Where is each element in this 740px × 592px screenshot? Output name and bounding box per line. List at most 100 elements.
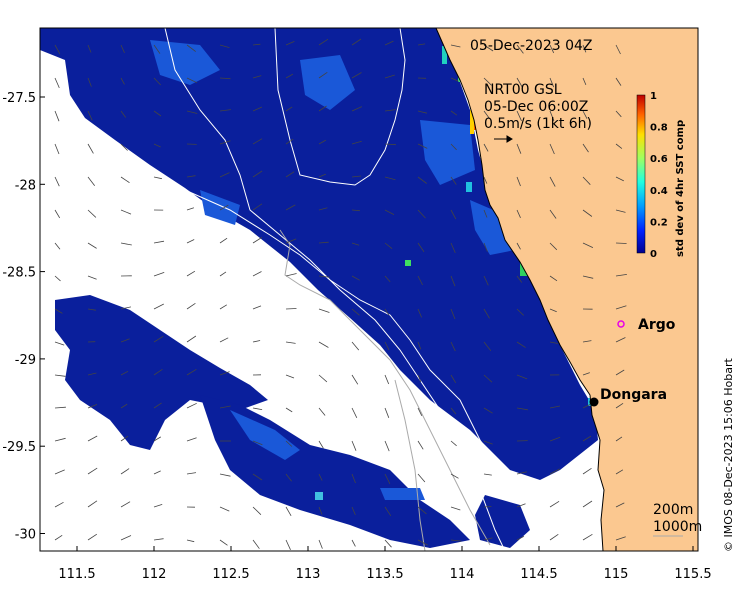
current-vector-arrow (384, 74, 395, 79)
current-vector-arrow (582, 110, 588, 119)
current-vector-arrow (417, 275, 423, 286)
current-vector-arrow (615, 337, 626, 343)
timestamp-label: 05-Dec-2023 04Z (470, 38, 593, 54)
current-vector-arrow (120, 403, 128, 409)
colorbar-tick-label: 1 (650, 91, 657, 102)
current-vector-arrow (318, 139, 327, 145)
current-vector-arrow (219, 337, 229, 343)
current-vector-arrow (54, 143, 60, 155)
current-vector-arrow (186, 472, 197, 475)
x-tick-label: 115 (604, 567, 629, 582)
current-vector-arrow (186, 368, 197, 376)
current-vector-arrow (186, 402, 197, 409)
current-vector-arrow (450, 407, 457, 415)
current-vector-arrow (483, 308, 490, 319)
current-vector-arrow (549, 275, 558, 282)
current-vector-arrow (285, 308, 297, 310)
current-vector-arrow (285, 407, 293, 413)
current-vector-arrow (516, 77, 523, 88)
current-vector-arrow (549, 308, 557, 313)
current-vector-arrow (219, 204, 229, 211)
current-vector-arrow (219, 237, 228, 244)
current-vector-arrow (87, 372, 97, 376)
current-vector-arrow (285, 138, 294, 145)
current-vector-arrow (615, 305, 627, 310)
current-vector-arrow (54, 534, 63, 541)
current-vector-arrow (219, 539, 228, 546)
current-vector-arrow (186, 44, 196, 52)
current-time-label: 05-Dec 06:00Z (484, 99, 588, 115)
current-vector-arrow (186, 270, 196, 277)
current-vector-arrow (549, 44, 555, 54)
current-vector-arrow (120, 370, 129, 376)
current-vector-arrow (120, 143, 128, 151)
current-vector-arrow (318, 407, 326, 416)
current-vector-arrow (120, 306, 131, 310)
current-vector-arrow (516, 44, 524, 54)
current-vector-arrow (87, 77, 92, 87)
y-tick-label: -27.5 (2, 91, 36, 106)
current-vector-arrow (186, 302, 196, 310)
current-vector-arrow (549, 143, 555, 155)
current-vector-arrow (54, 437, 66, 442)
x-tick-label: 113 (296, 567, 321, 582)
current-vector-arrow (384, 109, 396, 112)
current-vector-arrow (483, 209, 488, 218)
current-vector-arrow (549, 405, 561, 409)
current-vector-arrow (120, 435, 129, 442)
current-vector-arrow (186, 239, 195, 244)
current-vector-arrow (450, 242, 456, 254)
current-vector-arrow (516, 407, 528, 411)
current-vector-arrow (252, 340, 261, 343)
current-vector-arrow (582, 275, 594, 279)
current-vector-arrow (285, 341, 296, 344)
current-vector-arrow (120, 209, 132, 215)
current-vector-arrow (483, 407, 493, 414)
current-vector-arrow (417, 242, 425, 253)
x-tick-label: 115.5 (674, 567, 711, 582)
current-vector-arrow (252, 539, 260, 549)
current-vector-arrow (153, 402, 162, 409)
current-vector-arrow (285, 41, 295, 46)
current-vector-arrow (153, 272, 165, 277)
current-vector-arrow (417, 473, 426, 483)
current-vector-arrow (483, 77, 492, 86)
current-vector-arrow (582, 77, 587, 86)
current-vector-arrow (87, 467, 98, 475)
current-vector-arrow (186, 77, 198, 84)
current-vector-arrow (318, 440, 324, 449)
current-vector-arrow (417, 506, 427, 515)
current-vector-arrow (252, 170, 263, 178)
current-vector-arrow (417, 143, 428, 149)
current-vector-arrow (450, 539, 462, 542)
current-vector-arrow (120, 468, 130, 475)
current-vector-arrow (483, 275, 489, 286)
current-vector-arrow (120, 110, 127, 118)
current-vector-arrow (549, 209, 557, 219)
current-vector-arrow (351, 140, 362, 145)
current-vector-arrow (582, 340, 592, 343)
current-vector-arrow (87, 275, 97, 280)
current-vector-arrow (615, 469, 624, 475)
current-vector-arrow (516, 275, 523, 283)
current-vector-arrow (186, 539, 195, 543)
current-vector-arrow (384, 275, 391, 283)
current-vector-arrow (450, 77, 459, 82)
current-vector-arrow (120, 77, 125, 85)
current-vector-arrow (615, 242, 627, 244)
x-tick-label: 114 (450, 567, 475, 582)
colorbar-bar (636, 94, 646, 254)
current-vector-arrow (351, 175, 362, 178)
current-vector-arrow (417, 43, 426, 46)
current-vector-arrow (417, 407, 423, 416)
current-vector-arrow (120, 501, 131, 508)
current-vector-arrow (318, 38, 329, 46)
current-vector-arrow (384, 242, 393, 250)
current-vector-arrow (318, 105, 327, 112)
current-vector-arrow (285, 440, 293, 447)
current-vector-arrow (219, 304, 228, 310)
current-vector-arrow (417, 341, 422, 350)
current-source-label: NRT00 GSL (484, 82, 562, 98)
current-vector-arrow (186, 335, 197, 343)
dongara-marker (589, 397, 599, 407)
